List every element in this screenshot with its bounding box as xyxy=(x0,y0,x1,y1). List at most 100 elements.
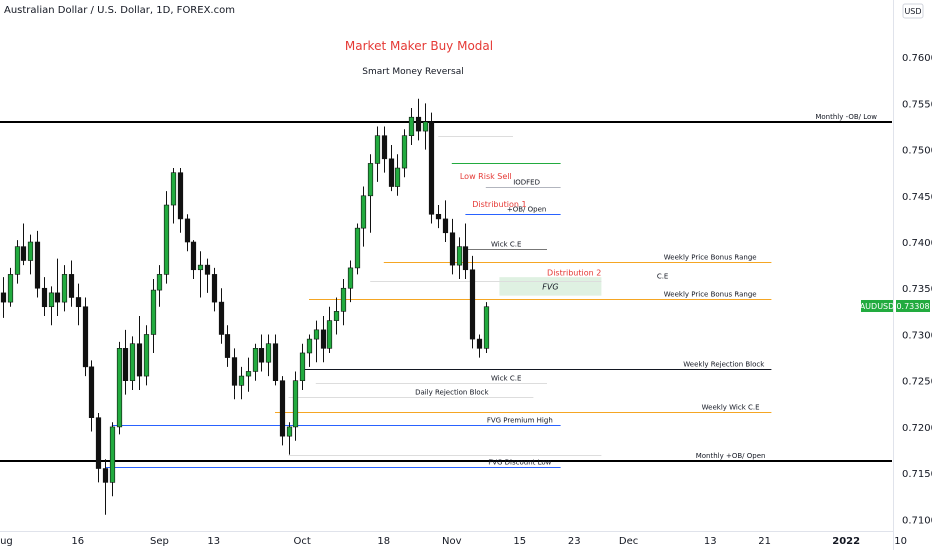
candle-body xyxy=(14,246,21,275)
candle[interactable] xyxy=(238,366,245,400)
candle[interactable] xyxy=(360,186,367,247)
candle[interactable] xyxy=(462,223,469,279)
candle-body xyxy=(170,172,177,206)
candle-body xyxy=(422,121,429,132)
candle[interactable] xyxy=(41,277,48,316)
candle-body xyxy=(224,334,231,358)
fvg-layer: FVG xyxy=(499,277,602,296)
candle[interactable] xyxy=(442,200,449,243)
candle[interactable] xyxy=(95,413,102,483)
candle[interactable] xyxy=(197,251,204,298)
candle[interactable] xyxy=(163,191,170,284)
candle-body xyxy=(279,380,286,437)
candle-body xyxy=(252,348,259,372)
x-tick-label: Oct xyxy=(294,536,311,547)
candle[interactable] xyxy=(279,376,286,446)
candle[interactable] xyxy=(231,348,238,400)
candle-body xyxy=(122,348,129,381)
candle[interactable] xyxy=(286,422,293,455)
candle-body xyxy=(88,366,95,418)
candle[interactable] xyxy=(122,329,129,395)
candle[interactable] xyxy=(388,144,395,192)
candle[interactable] xyxy=(156,265,163,307)
candle[interactable] xyxy=(88,360,95,432)
candle[interactable] xyxy=(0,277,7,318)
candle[interactable] xyxy=(320,315,327,363)
candle[interactable] xyxy=(394,154,401,196)
candle[interactable] xyxy=(82,297,89,377)
candle[interactable] xyxy=(381,126,388,173)
candle[interactable] xyxy=(204,258,211,293)
candle[interactable] xyxy=(54,258,61,316)
candle[interactable] xyxy=(354,223,361,275)
candle[interactable] xyxy=(177,168,184,233)
candle[interactable] xyxy=(299,343,306,390)
y-tick-label: 0.76000 xyxy=(902,53,932,64)
level-label-12: Monthly +OB/ Open xyxy=(696,452,766,460)
candle[interactable] xyxy=(476,334,483,358)
candle[interactable] xyxy=(129,336,136,390)
candle[interactable] xyxy=(326,306,333,353)
candle[interactable] xyxy=(456,237,463,279)
candle[interactable] xyxy=(48,286,55,326)
price-axis[interactable]: 0.71000 0.71500 0.72000 0.72500 0.73000 0.735… xyxy=(902,53,932,526)
chart-title: Market Maker Buy Modal xyxy=(345,39,493,53)
currency-badge-box[interactable] xyxy=(902,3,924,19)
candle[interactable] xyxy=(469,255,476,349)
x-tick-label: 21 xyxy=(758,536,771,547)
x-tick-label: Nov xyxy=(442,536,462,547)
candle[interactable] xyxy=(333,297,340,335)
candle[interactable] xyxy=(292,371,299,441)
candle[interactable] xyxy=(27,234,34,275)
candle[interactable] xyxy=(306,334,313,367)
candle[interactable] xyxy=(265,334,272,377)
candle[interactable] xyxy=(143,325,150,386)
candle[interactable] xyxy=(449,218,456,275)
candle[interactable] xyxy=(184,214,191,252)
level-label-13: FVG Discount Low xyxy=(488,459,551,467)
last-price-tag: AUDUSD 0.73308 xyxy=(860,299,930,312)
candle[interactable] xyxy=(61,265,68,312)
candle[interactable] xyxy=(435,205,442,229)
candle[interactable] xyxy=(7,267,14,307)
candle[interactable] xyxy=(347,260,354,303)
candle[interactable] xyxy=(170,168,177,224)
candle[interactable] xyxy=(68,260,75,307)
candle[interactable] xyxy=(428,112,435,224)
candle[interactable] xyxy=(401,129,408,178)
candle[interactable] xyxy=(75,283,82,326)
level-label-6: Weekly Price Bonus Range xyxy=(664,291,757,299)
candle[interactable] xyxy=(102,459,109,515)
candle[interactable] xyxy=(14,240,21,284)
candle[interactable] xyxy=(483,302,490,353)
candle[interactable] xyxy=(408,107,415,145)
candle[interactable] xyxy=(415,98,422,141)
candle[interactable] xyxy=(367,154,374,233)
candle[interactable] xyxy=(340,279,347,326)
candle-body xyxy=(320,329,327,349)
candle[interactable] xyxy=(245,357,252,392)
candle[interactable] xyxy=(211,267,218,312)
candle[interactable] xyxy=(116,341,123,435)
time-axis[interactable]: Aug 16 Sep 13 Oct 18 Nov 15 23 Dec 13 21 2022 10 xyxy=(0,536,907,547)
candle-body xyxy=(374,135,381,164)
candle-body xyxy=(41,287,48,308)
candle[interactable] xyxy=(218,288,225,344)
candle[interactable] xyxy=(313,320,320,363)
candle[interactable] xyxy=(422,103,429,150)
candle[interactable] xyxy=(34,230,41,298)
candle[interactable] xyxy=(374,126,381,182)
candle[interactable] xyxy=(109,422,116,497)
candle[interactable] xyxy=(224,325,231,367)
candle[interactable] xyxy=(190,240,197,279)
level-label-5: C.E xyxy=(657,273,669,281)
candle[interactable] xyxy=(252,343,259,381)
candle[interactable] xyxy=(136,315,143,390)
candle[interactable] xyxy=(258,334,265,372)
x-tick-label: 16 xyxy=(71,536,84,547)
y-tick-label: 0.72500 xyxy=(902,377,932,388)
candle[interactable] xyxy=(272,334,279,386)
candle[interactable] xyxy=(150,279,157,353)
candle[interactable] xyxy=(20,223,27,266)
